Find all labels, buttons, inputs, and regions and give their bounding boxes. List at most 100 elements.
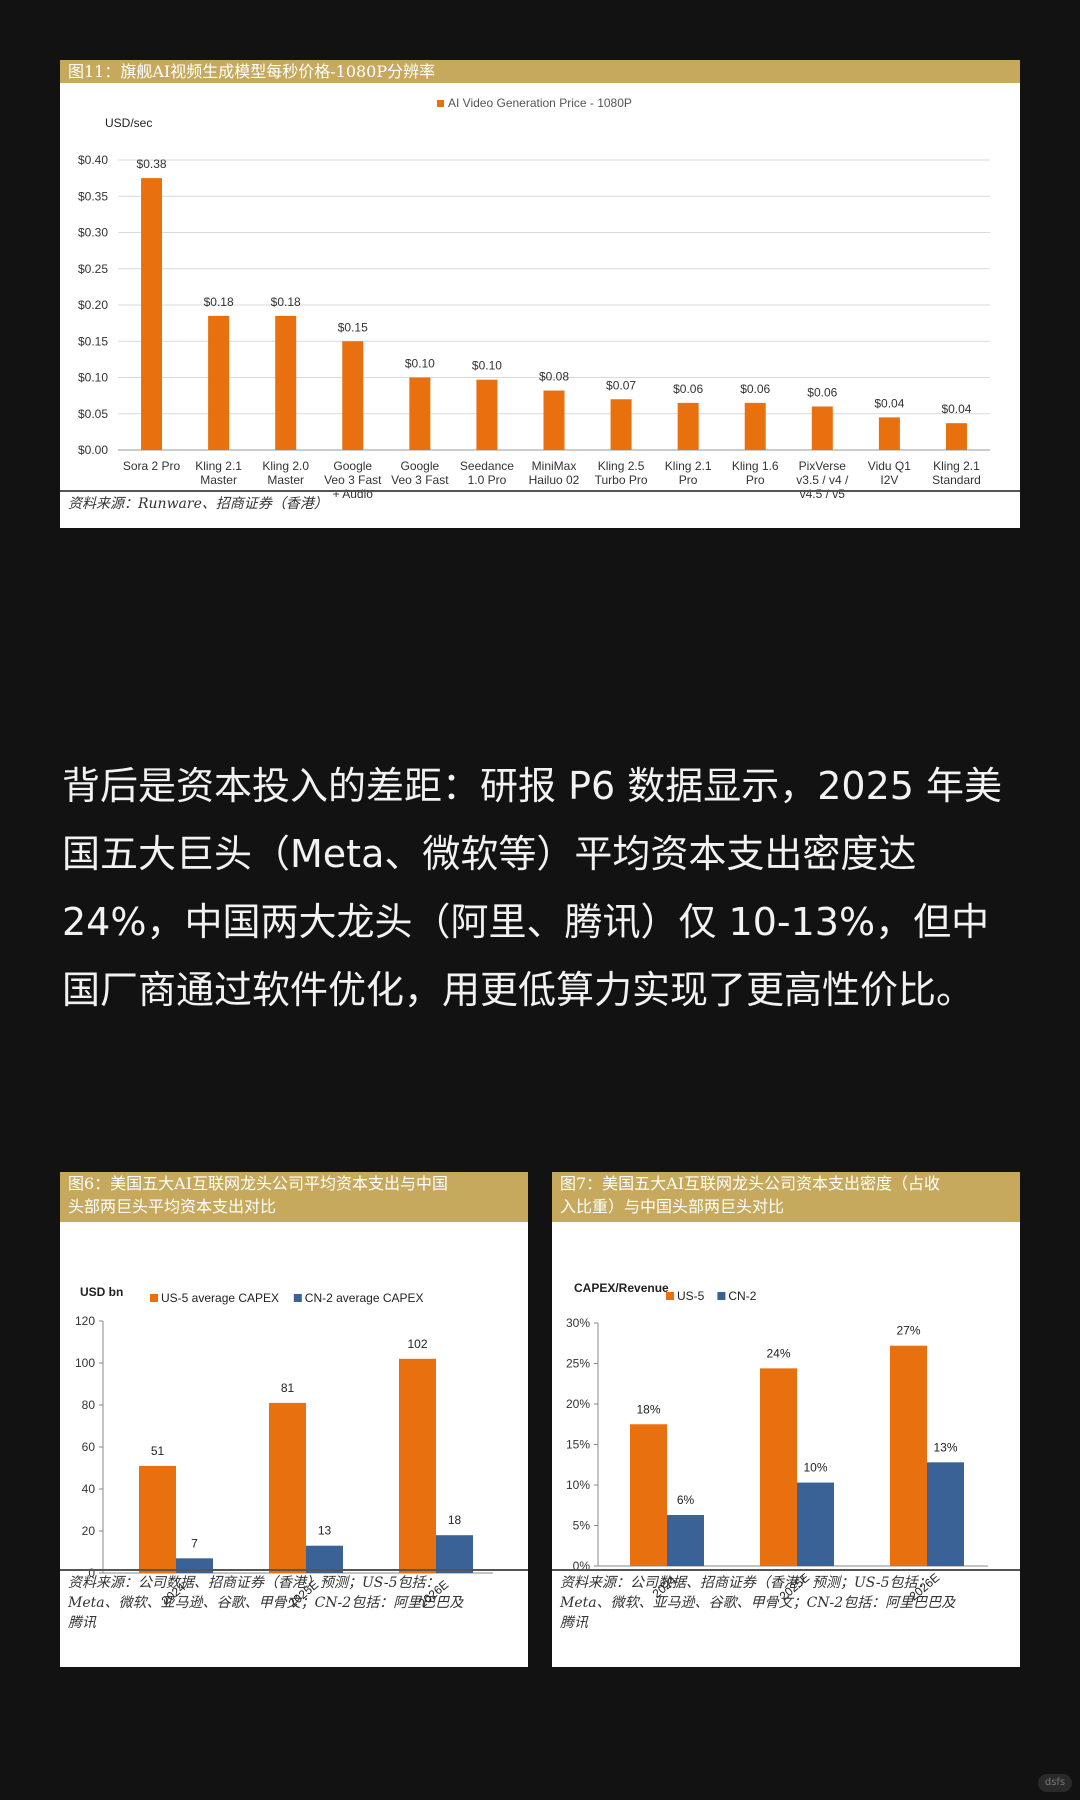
bar [878,417,900,450]
data-label: $0.04 [874,396,904,410]
data-label: $0.06 [740,382,770,396]
data-label: 13% [933,1440,957,1454]
legend-label: US-5 [677,1289,705,1303]
capex-ratio-source-line1: 资料来源：公司数据、招商证券（香港）预测；US-5包括： [560,1575,932,1591]
x-tick-label: Kling 2.5 [598,459,645,473]
data-label: $0.10 [472,359,502,373]
data-label: 24% [766,1346,790,1360]
bar-us5 [760,1368,797,1566]
bar [208,315,230,450]
capex-chart-title-line2: 头部两巨头平均资本支出对比 [68,1197,277,1216]
x-tick-label: Hailuo 02 [529,473,580,487]
bar [811,406,833,450]
capex-chart-title: 图6：美国五大AI互联网龙头公司平均资本支出与中国 头部两巨头平均资本支出对比 [60,1172,528,1222]
x-tick-label: PixVerse [799,459,847,473]
legend-swatch [437,100,444,107]
legend-label: AI Video Generation Price - 1080P [448,96,632,110]
capex-ratio-source-line2: Meta、微软、亚马逊、谷歌、甲骨文；CN-2包括：阿里巴巴及 [560,1595,956,1611]
bar [744,402,766,450]
bar [275,315,297,450]
x-tick-label: I2V [880,473,898,487]
y-tick-label: 100 [75,1356,95,1370]
capex-chart-title-line1: 图6：美国五大AI互联网龙头公司平均资本支出与中国 [68,1174,449,1193]
y-tick-label: $0.20 [78,298,108,312]
x-tick-label: Veo 3 Fast [324,473,382,487]
capex-ratio-chart-title: 图7：美国五大AI互联网龙头公司资本支出密度（占收 入比重）与中国头部两巨头对比 [552,1172,1020,1222]
bar-us5 [139,1465,176,1573]
bar-cn2 [667,1514,704,1566]
price-chart-title: 图11：旗舰AI视频生成模型每秒价格-1080P分辨率 [60,60,1020,83]
bar-us5 [269,1402,306,1573]
data-label: 10% [803,1461,827,1475]
y-tick-label: $0.10 [78,371,108,385]
data-label: $0.08 [539,370,569,384]
bar-cn2 [306,1545,343,1573]
y-tick-label: $0.25 [78,262,108,276]
y-tick-label: 30% [566,1316,590,1330]
bar-us5 [630,1424,667,1566]
data-label: $0.06 [807,386,837,400]
legend-label: CN-2 average CAPEX [305,1291,424,1305]
x-tick-label: v3.5 / v4 / [796,473,849,487]
data-label: $0.06 [673,382,703,396]
y-tick-label: 80 [82,1398,96,1412]
y-tick-label: 0 [88,1566,95,1580]
capex-chart-panel: 图6：美国五大AI互联网龙头公司平均资本支出与中国 头部两巨头平均资本支出对比 … [60,1172,528,1667]
y-tick-label: 40 [82,1482,96,1496]
x-tick-label: MiniMax [532,459,577,473]
y-tick-label: $0.05 [78,407,108,421]
bar-cn2 [797,1482,834,1566]
legend-swatch [150,1294,158,1302]
bar [342,341,364,450]
x-tick-label: Master [267,473,304,487]
data-label: 51 [151,1444,165,1458]
x-tick-label: Veo 3 Fast [391,473,449,487]
x-tick-label: Pro [679,473,698,487]
x-tick-label: Kling 2.1 [933,459,980,473]
bar [409,377,431,450]
bar-cn2 [927,1462,964,1566]
capex-ratio-title-line1: 图7：美国五大AI互联网龙头公司资本支出密度（占收 [560,1174,941,1193]
x-tick-label: Google [333,459,372,473]
bar [141,178,163,450]
data-label: $0.38 [137,157,167,171]
x-tick-label: Kling 1.6 [732,459,779,473]
y-tick-label: $0.40 [78,153,108,167]
x-tick-label: Pro [746,473,765,487]
bar-us5 [890,1345,927,1566]
y-tick-label: $0.00 [78,443,108,457]
x-tick-label: Seedance [460,459,514,473]
legend-label: CN-2 [728,1289,756,1303]
bar [945,423,967,450]
capex-ratio-title-line2: 入比重）与中国头部两巨头对比 [560,1197,785,1216]
capex-ratio-source-line3: 腾讯 [560,1615,588,1631]
body-paragraph: 背后是资本投入的差距：研报 P6 数据显示，2025 年美国五大巨头（Meta、… [62,764,1003,1012]
bar [677,402,699,450]
x-tick-label: Google [400,459,439,473]
x-tick-label: Sora 2 Pro [123,459,181,473]
x-tick-label: Kling 2.1 [665,459,712,473]
capex-chart-source: 资料来源：公司数据、招商证券（香港）预测；US-5包括： Meta、微软、亚马逊… [60,1569,528,1633]
y-tick-label: 25% [566,1357,590,1371]
legend-swatch [293,1294,302,1302]
data-label: $0.10 [405,357,435,371]
data-label: $0.18 [204,295,234,309]
data-label: 13 [318,1524,332,1538]
data-label: $0.15 [338,320,368,334]
y-tick-label: 120 [75,1314,95,1328]
legend-swatch [717,1292,726,1300]
x-tick-label: Kling 2.0 [262,459,309,473]
y-axis-label: USD/sec [105,116,152,130]
data-label: 18% [636,1402,660,1416]
y-tick-label: 20 [82,1524,96,1538]
y-tick-label: 5% [573,1519,591,1533]
capex-source-line1: 资料来源：公司数据、招商证券（香港）预测；US-5包括： [68,1575,440,1591]
data-label: 18 [448,1513,462,1527]
y-axis-label: CAPEX/Revenue [574,1281,669,1295]
legend-label: US-5 average CAPEX [161,1291,279,1305]
data-label: 81 [281,1381,295,1395]
price-bar-chart: AI Video Generation Price - 1080P USD/sec… [78,96,990,501]
x-tick-label: Standard [932,473,981,487]
y-tick-label: $0.15 [78,334,108,348]
